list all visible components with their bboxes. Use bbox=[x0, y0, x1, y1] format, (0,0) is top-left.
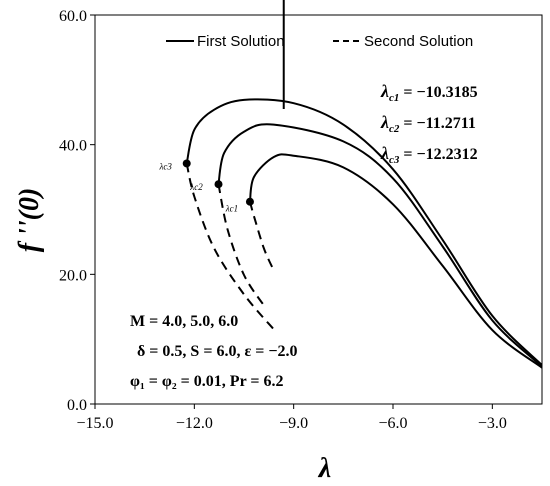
y-tick-label: 40.0 bbox=[59, 138, 87, 155]
parameter-line-2: δ = 0.5, S = 6.0, ε = −2.0 bbox=[137, 343, 298, 360]
critical-values: λc1 = −10.3185 λc2 = −11.2711 λc3 = −12.2312 bbox=[380, 81, 478, 166]
plot-frame bbox=[94, 14, 543, 405]
first-solution-line-1 bbox=[249, 153, 542, 369]
x-tick-label: −3.0 bbox=[478, 415, 507, 432]
second-solution-line-2 bbox=[217, 184, 265, 307]
curve-3 bbox=[185, 98, 542, 366]
y-tick-label: 0.0 bbox=[67, 397, 87, 414]
legend: First Solution Second Solution bbox=[166, 33, 473, 50]
plot-axes bbox=[94, 14, 543, 405]
axis-ticks: −15.0 −12.0 −9.0 −6.0 −3.0 0.0 20.0 40.0 60.0 bbox=[59, 8, 507, 432]
curve-1 bbox=[249, 153, 542, 369]
y-axis-title: f ''(0) bbox=[14, 188, 45, 253]
critical-value-3: λc3 = −12.2312 bbox=[380, 143, 478, 166]
parameter-line-1: M = 4.0, 5.0, 6.0 bbox=[130, 313, 238, 330]
second-solution-line-1 bbox=[249, 201, 275, 271]
x-tick-label: −12.0 bbox=[176, 415, 213, 432]
x-tick-label: −9.0 bbox=[279, 415, 308, 432]
critical-value-2: λc2 = −11.2711 bbox=[380, 112, 476, 135]
legend-second-label: Second Solution bbox=[364, 33, 473, 50]
critical-point-label-1: λc1 bbox=[225, 204, 238, 214]
critical-value-1: λc1 = −10.3185 bbox=[380, 81, 478, 104]
plot-curves: λc1 λc2 λc3 bbox=[159, 0, 542, 369]
x-tick-label: −6.0 bbox=[378, 415, 407, 432]
critical-point-label-3: λc3 bbox=[159, 161, 173, 171]
critical-point-2 bbox=[214, 180, 223, 189]
first-solution-line-3 bbox=[185, 98, 542, 366]
x-axis-title: λ bbox=[318, 453, 331, 484]
critical-point-label-2: λc2 bbox=[189, 182, 203, 192]
first-solution-line-2 bbox=[217, 123, 542, 368]
y-tick-label: 60.0 bbox=[59, 8, 87, 25]
legend-first-label: First Solution bbox=[197, 33, 285, 50]
parameter-labels: M = 4.0, 5.0, 6.0 δ = 0.5, S = 6.0, ε = −… bbox=[130, 313, 298, 390]
x-tick-label: −15.0 bbox=[76, 415, 113, 432]
critical-point-3 bbox=[182, 159, 191, 168]
parameter-line-3: φ₁ = φ₂ = 0.01, Pr = 6.2 bbox=[130, 373, 284, 390]
y-tick-label: 20.0 bbox=[59, 267, 87, 284]
second-solution-line-3 bbox=[185, 163, 275, 331]
curve-2 bbox=[217, 123, 542, 368]
critical-point-1 bbox=[245, 197, 254, 206]
